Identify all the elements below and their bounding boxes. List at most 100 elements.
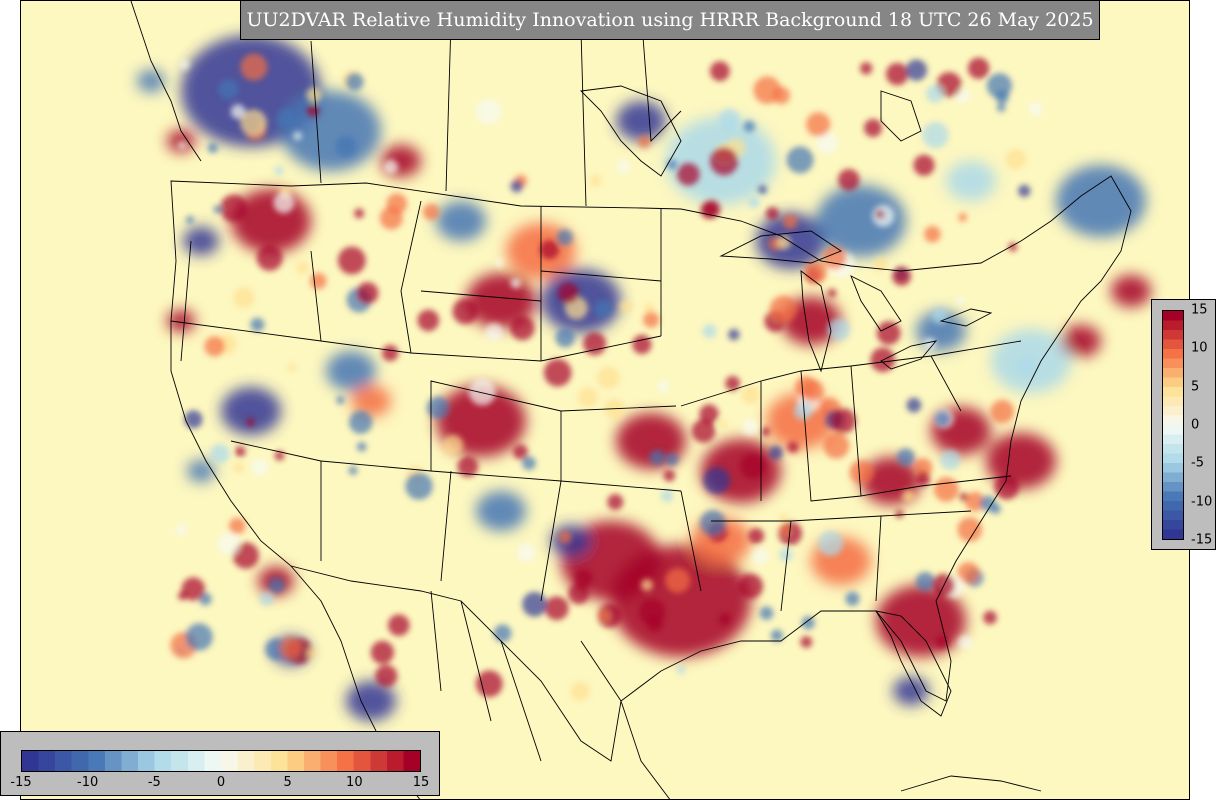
- field-speck: [578, 387, 598, 408]
- field-speck: [702, 324, 717, 339]
- field-speck: [801, 616, 815, 630]
- colorbar-tick-label: -15: [1191, 532, 1213, 548]
- field-speck: [934, 410, 951, 427]
- field-speck: [555, 328, 575, 348]
- field-speck: [743, 120, 756, 133]
- field-speck: [666, 159, 678, 170]
- provincial-lines: [310, 10, 682, 762]
- field-speck: [274, 450, 285, 461]
- field-speck: [752, 548, 769, 565]
- field-speck: [382, 344, 399, 362]
- field-speck: [181, 577, 205, 601]
- field-speck: [310, 272, 327, 290]
- field-speck: [965, 491, 985, 512]
- field-blob: [281, 91, 381, 171]
- field-speck: [597, 603, 622, 628]
- field-speck: [738, 573, 764, 599]
- field-speck: [210, 443, 230, 464]
- pacific-coast: [130, 1, 202, 362]
- field-blob: [1056, 165, 1146, 237]
- field-speck: [574, 569, 593, 588]
- field-speck: [246, 417, 255, 427]
- field-blob: [346, 681, 396, 721]
- field-speck: [583, 332, 607, 356]
- field-speck: [513, 444, 528, 460]
- field-speck: [759, 606, 774, 620]
- field-speck: [379, 206, 403, 230]
- field-speck: [980, 495, 996, 512]
- field-speck: [702, 200, 721, 219]
- field-speck: [213, 205, 222, 214]
- field-speck: [838, 168, 860, 191]
- field-blob: [187, 459, 215, 483]
- field-speck: [204, 336, 225, 357]
- field-speck: [1017, 356, 1036, 376]
- humidity-innovation-map: [21, 1, 1189, 799]
- hudson-shore: [880, 90, 922, 142]
- field-speck: [728, 328, 740, 341]
- field-speck: [544, 596, 569, 621]
- field-speck: [886, 62, 909, 86]
- field-speck: [779, 513, 788, 523]
- field-speck: [760, 427, 771, 437]
- innovation-field: [137, 35, 1151, 721]
- field-speck: [710, 147, 738, 176]
- field-speck: [914, 458, 933, 477]
- lake-huron: [850, 275, 902, 332]
- field-speck: [568, 583, 590, 605]
- field-speck: [306, 104, 320, 118]
- horizontal-colorbar-gradient: [21, 750, 421, 772]
- field-speck: [748, 197, 760, 209]
- field-speck: [994, 475, 1019, 500]
- field-speck: [405, 472, 433, 500]
- field-speck: [179, 60, 190, 70]
- field-speck: [906, 397, 922, 413]
- field-speck: [793, 401, 813, 421]
- field-speck: [800, 636, 813, 648]
- field-speck: [348, 466, 358, 475]
- field-speck: [933, 477, 959, 502]
- field-speck: [958, 213, 967, 222]
- field-speck: [782, 214, 798, 230]
- map-title-box: UU2DVAR Relative Humidity Innovation usi…: [240, 0, 1100, 40]
- field-speck: [718, 613, 731, 626]
- field-speck: [691, 419, 716, 443]
- lake-michigan: [800, 270, 832, 373]
- field-speck: [776, 235, 791, 250]
- field-speck: [457, 456, 479, 478]
- field-speck: [279, 637, 302, 660]
- field-speck: [779, 548, 793, 562]
- field-speck: [718, 420, 728, 429]
- field-speck: [619, 300, 633, 313]
- field-speck: [570, 681, 590, 701]
- field-speck: [336, 395, 345, 405]
- field-speck: [815, 131, 839, 155]
- field-speck: [516, 543, 536, 563]
- field-speck: [748, 528, 765, 544]
- field-speck: [956, 296, 965, 305]
- field-speck: [892, 266, 911, 286]
- field-speck: [896, 448, 915, 467]
- field-speck: [356, 282, 379, 305]
- field-speck: [967, 57, 990, 79]
- field-speck: [876, 321, 901, 345]
- field-speck: [786, 146, 814, 174]
- field-speck: [235, 446, 246, 457]
- field-speck: [1028, 102, 1043, 117]
- field-speck: [632, 334, 652, 355]
- colorbar-tick-label: 0: [1191, 417, 1200, 433]
- field-speck: [823, 245, 847, 270]
- field-blob: [167, 129, 195, 153]
- field-speck: [770, 629, 784, 642]
- field-speck: [522, 456, 536, 470]
- colorbar-tick-label: -10: [1191, 494, 1213, 510]
- lake-superior: [719, 230, 842, 264]
- field-blob: [616, 101, 666, 141]
- colorbar-tick-label: -5: [147, 775, 161, 790]
- colorbar-tick-label: 10: [1191, 340, 1208, 356]
- field-speck: [663, 469, 676, 482]
- field-speck: [637, 135, 651, 149]
- field-speck: [510, 180, 523, 193]
- field-speck: [510, 315, 535, 341]
- field-speck: [913, 154, 935, 176]
